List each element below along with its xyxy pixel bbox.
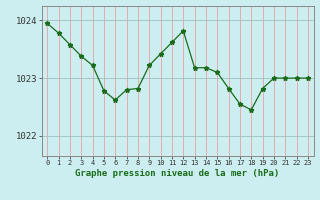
X-axis label: Graphe pression niveau de la mer (hPa): Graphe pression niveau de la mer (hPa)	[76, 169, 280, 178]
